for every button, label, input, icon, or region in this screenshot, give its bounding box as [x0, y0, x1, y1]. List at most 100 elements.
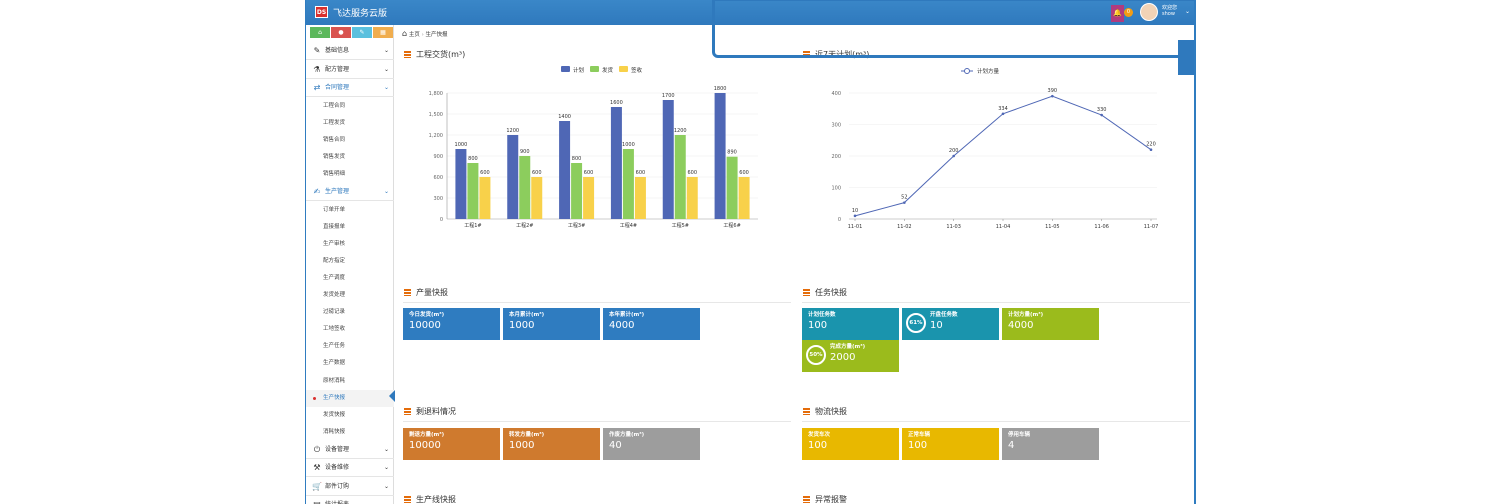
- submenu-item[interactable]: 生产快报: [306, 389, 394, 407]
- tile-value: 10000: [409, 320, 441, 331]
- bar: [610, 107, 622, 219]
- avatar[interactable]: [1140, 3, 1158, 21]
- stat-tile[interactable]: 正常车辆 100: [902, 428, 999, 460]
- data-label: 1600: [610, 100, 623, 106]
- chevron-down-icon[interactable]: ⌄: [1185, 8, 1191, 15]
- sidebar-item-1[interactable]: ⚗ 配方管理 ⌄: [306, 61, 394, 79]
- stat-tile[interactable]: 本月累计(m³) 1000: [503, 308, 600, 340]
- submenu-item[interactable]: 订单开单: [306, 202, 394, 219]
- legend-label: 计划方量: [977, 67, 1000, 75]
- y-tick-label: 300: [831, 123, 841, 129]
- panel-title-engineering: 工程交货(m³): [404, 49, 465, 61]
- stat-tile[interactable]: 计划任务数 100: [802, 308, 899, 340]
- submenu-item[interactable]: 生产审核: [306, 236, 394, 253]
- bar-chart: 计划 发货 签收 0 300 600 900 1,200 1,500 1,800 1000 800 60…: [429, 66, 758, 229]
- submenu-item[interactable]: 工程合同: [306, 98, 394, 115]
- submenu-label: 工程合同: [323, 102, 346, 109]
- sidebar: ⌂ ● ✎ ▦ ✎ 基础信息 ⌄ ⚗ 配方管理 ⌄ ⇄ 合同管理 ⌄ 工程合同工程发货 销售合同销售发货销售…: [306, 25, 394, 504]
- submenu-item[interactable]: 直接报单: [306, 219, 394, 236]
- stat-tile[interactable]: 61% 开盘任务数 10: [902, 308, 999, 340]
- submenu-item[interactable]: 销售明细: [306, 166, 394, 183]
- sidebar-item-label: 生产管理: [325, 188, 350, 195]
- submenu-item[interactable]: 生产调度: [306, 270, 394, 287]
- submenu-item[interactable]: 工程发货: [306, 115, 394, 132]
- stat-tile[interactable]: 停用车辆 4: [1002, 428, 1099, 460]
- bar: [571, 163, 583, 219]
- tile-title: 本年累计(m³): [609, 312, 645, 318]
- sidebar-item-2[interactable]: ⇄ 合同管理 ⌄: [306, 79, 394, 97]
- bell-icon[interactable]: 🔔: [1111, 5, 1124, 22]
- sidebar-item-label: 合同管理: [325, 84, 350, 91]
- chevron-down-icon: ⌄: [383, 188, 389, 195]
- stat-tile[interactable]: 50% 完成方量(m³) 2000: [802, 340, 899, 372]
- stat-tile[interactable]: 今日发货(m³) 10000: [403, 308, 500, 340]
- chevron-down-icon: ⌄: [384, 496, 389, 504]
- x-tick-label: 11-06: [1094, 224, 1109, 230]
- circle-icon[interactable]: ●: [331, 27, 351, 38]
- bar: [726, 156, 738, 219]
- sidebar-item-3[interactable]: ✍ 生产管理 ⌄: [306, 183, 394, 201]
- breadcrumb-home[interactable]: 主页: [408, 32, 420, 38]
- data-point: [903, 201, 906, 204]
- data-label: 600: [480, 170, 490, 176]
- submenu-item[interactable]: 过磅记录: [306, 304, 394, 321]
- stat-tile[interactable]: 转发方量(m³) 1000: [503, 428, 600, 460]
- home-icon[interactable]: ⌂: [402, 29, 408, 38]
- side-tab[interactable]: [1178, 40, 1194, 75]
- stat-tile[interactable]: 剩退方量(m³) 10000: [403, 428, 500, 460]
- submenu-item[interactable]: 发货快报: [306, 407, 394, 424]
- submenu-item[interactable]: 原材消耗: [306, 373, 394, 390]
- chevron-down-icon: ⌄: [383, 464, 389, 472]
- tile-title: 计划任务数: [808, 312, 836, 318]
- submenu-item[interactable]: 工地签收: [306, 321, 394, 338]
- data-label: 334: [998, 106, 1008, 112]
- submenu-item[interactable]: 消耗快报: [306, 424, 394, 441]
- submenu-label: 过磅记录: [323, 309, 346, 316]
- submenu-label: 销售发货: [323, 153, 346, 160]
- submenu-label: 销售明细: [323, 170, 346, 177]
- submenu-item[interactable]: 生产数据: [306, 355, 394, 372]
- report-icon: ▤: [312, 496, 322, 504]
- bar: [507, 135, 519, 219]
- panel-title-line: 生产线快报: [404, 494, 456, 504]
- sidebar-item-5[interactable]: ⚒ 设备维修 ⌄: [306, 459, 394, 478]
- legend-swatch: [619, 66, 628, 72]
- pencil-icon[interactable]: ✎: [352, 27, 372, 38]
- panel-title-leftover: 剩退料情况: [404, 406, 456, 418]
- sidebar-item-4[interactable]: ⏻ 设备管理 ⌄: [306, 441, 394, 459]
- stat-tile[interactable]: 发货车次 100: [802, 428, 899, 460]
- tile-value: 100: [808, 440, 828, 451]
- panel-title-logistics: 物流快报: [803, 406, 847, 418]
- submenu-item[interactable]: 配方指定: [306, 253, 394, 270]
- bar: [467, 163, 479, 219]
- data-label: 800: [468, 156, 478, 162]
- cart-icon: 🛒: [312, 481, 322, 491]
- sidebar-item-7[interactable]: ▤统计报表 ⌄: [306, 496, 394, 504]
- tile-value: 10: [930, 320, 943, 331]
- data-label: 600: [532, 170, 542, 176]
- tile-title: 发货车次: [808, 432, 831, 438]
- grid-icon[interactable]: ▦: [373, 27, 393, 38]
- x-tick-label: 11-05: [1045, 224, 1060, 230]
- x-tick-label: 11-07: [1144, 224, 1159, 230]
- submenu-item[interactable]: 发货处理: [306, 287, 394, 304]
- stat-tile[interactable]: 作废方量(m³) 40: [603, 428, 700, 460]
- x-tick-label: 工程6#: [723, 222, 740, 229]
- submenu-item[interactable]: 生产任务: [306, 338, 394, 355]
- submenu-item[interactable]: 销售发货: [306, 149, 394, 166]
- data-label: 330: [1097, 107, 1107, 113]
- user-menu[interactable]: 欢迎您 show: [1162, 5, 1177, 17]
- pen-icon: ✍: [313, 187, 321, 196]
- x-tick-label: 11-02: [897, 224, 912, 230]
- sidebar-item-6[interactable]: 🛒 部件订购 ⌄: [306, 478, 394, 496]
- line-chart: 计划方量 0 100 200 300 400 10 11-01 52 11-02 200 11-03 3…: [831, 67, 1159, 230]
- home-icon[interactable]: ⌂: [310, 27, 330, 38]
- data-label: 890: [727, 150, 737, 156]
- submenu-item[interactable]: 销售合同: [306, 132, 394, 149]
- y-tick-label: 1,800: [429, 91, 443, 97]
- wrench-icon: ⚒: [313, 463, 321, 473]
- bar: [622, 149, 634, 219]
- stat-tile[interactable]: 本年累计(m³) 4000: [603, 308, 700, 340]
- stat-tile[interactable]: 计划方量(m³) 4000: [1002, 308, 1099, 340]
- sidebar-item-0[interactable]: ✎ 基础信息 ⌄: [306, 42, 394, 60]
